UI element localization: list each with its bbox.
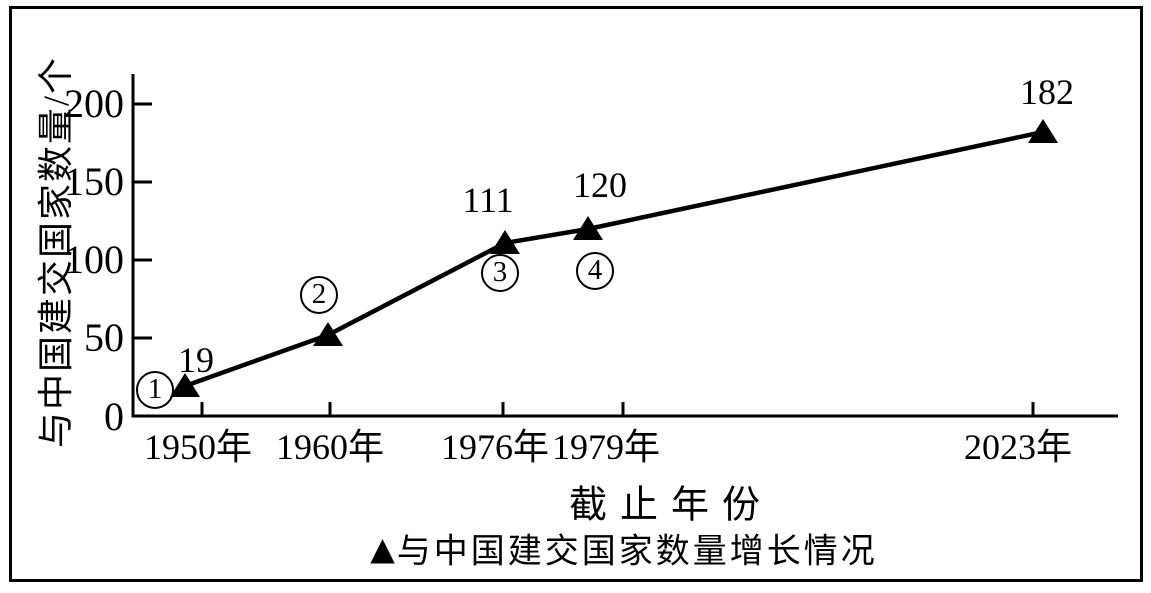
legend: ▲ 与中国建交国家数量增长情况 bbox=[370, 524, 878, 573]
y-tick-marks bbox=[133, 102, 152, 340]
value-label-111: 111 bbox=[462, 180, 514, 220]
axes bbox=[131, 74, 1118, 418]
value-label-120: 120 bbox=[573, 165, 627, 205]
data-point-triangle bbox=[170, 373, 200, 397]
x-tick-label-2023: 2023年 bbox=[963, 427, 1073, 467]
data-point-triangle bbox=[1028, 119, 1058, 143]
data-point-markers bbox=[170, 119, 1058, 397]
y-tick-label-50: 50 bbox=[84, 315, 124, 360]
data-point-triangle bbox=[313, 322, 343, 346]
stage-marker-2: 2 bbox=[300, 276, 338, 314]
stage-marker-4: 4 bbox=[576, 252, 614, 290]
legend-label: 与中国建交国家数量增长情况 bbox=[396, 533, 878, 571]
y-tick-label-200: 200 bbox=[64, 81, 124, 126]
x-tick-label-1979: 1979年 bbox=[551, 427, 661, 467]
y-tick-label-0: 0 bbox=[104, 394, 124, 439]
stage-marker-1: 1 bbox=[136, 371, 174, 409]
x-axis-title: 截止年份 bbox=[568, 484, 774, 527]
data-point-triangle bbox=[490, 230, 520, 254]
figure-frame bbox=[9, 6, 1143, 582]
stage-marker-3: 3 bbox=[481, 254, 519, 292]
value-label-19: 19 bbox=[178, 340, 214, 380]
x-tick-label-1976: 1976年 bbox=[440, 427, 550, 467]
data-point-triangle bbox=[573, 216, 603, 240]
y-tick-label-100: 100 bbox=[64, 237, 124, 282]
y-tick-label-150: 150 bbox=[64, 159, 124, 204]
x-tick-label-1950: 1950年 bbox=[143, 427, 253, 467]
legend-triangle-icon: ▲ bbox=[370, 529, 395, 567]
x-tick-label-1960: 1960年 bbox=[275, 427, 385, 467]
value-label-182: 182 bbox=[1020, 72, 1074, 112]
x-tick-marks bbox=[200, 402, 1035, 416]
